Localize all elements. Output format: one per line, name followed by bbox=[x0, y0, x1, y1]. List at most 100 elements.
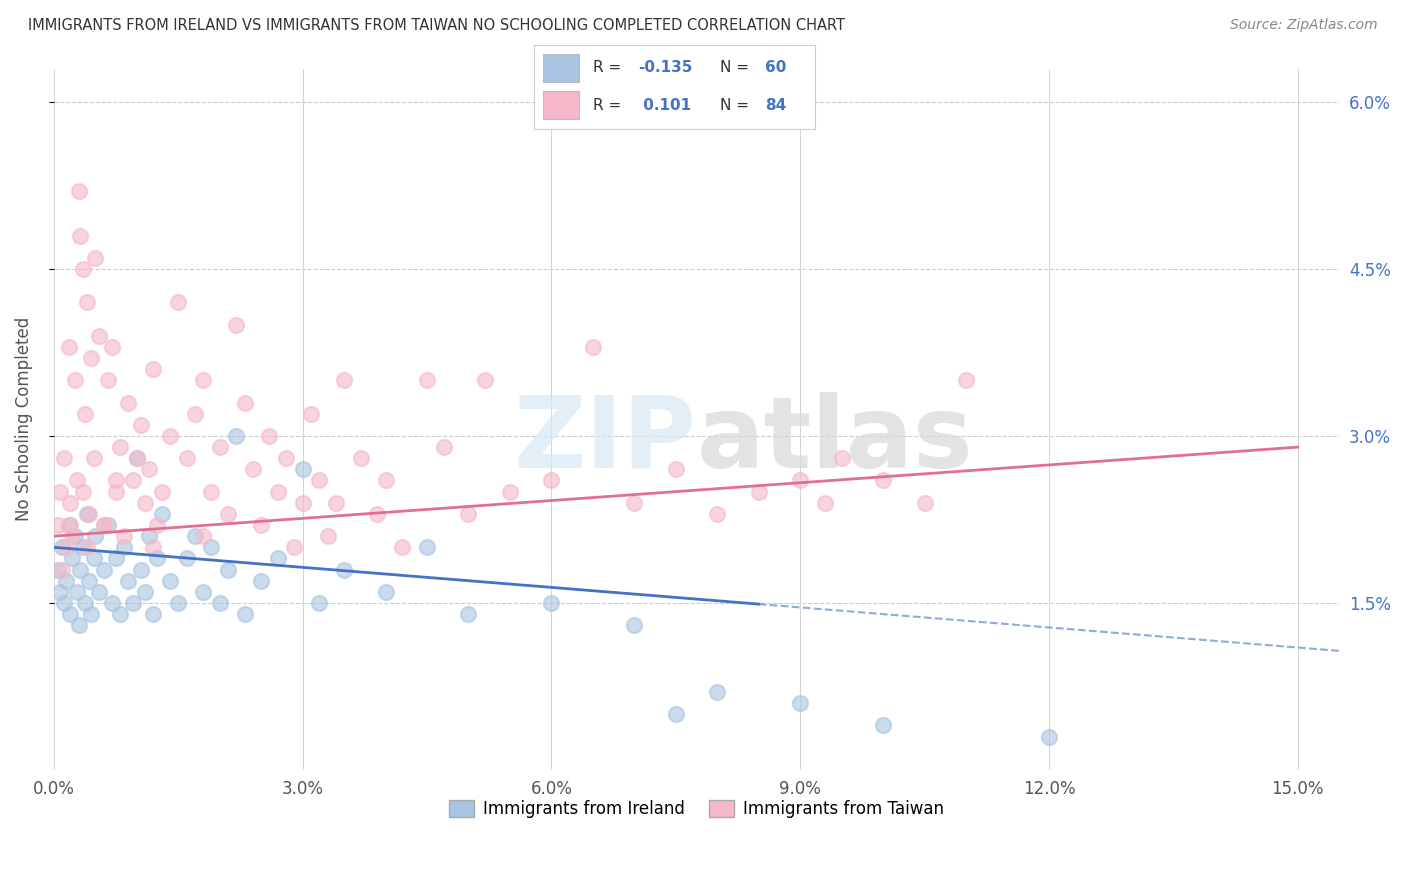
Text: ZIP: ZIP bbox=[513, 392, 696, 489]
Text: 60: 60 bbox=[765, 61, 786, 76]
Text: R =: R = bbox=[593, 61, 627, 76]
Point bbox=[101, 340, 124, 354]
Point bbox=[789, 696, 811, 710]
Point bbox=[665, 707, 688, 722]
Text: atlas: atlas bbox=[696, 392, 973, 489]
Point bbox=[75, 596, 97, 610]
Point bbox=[814, 496, 837, 510]
Point bbox=[250, 518, 273, 533]
Point bbox=[55, 574, 77, 588]
Point bbox=[89, 328, 111, 343]
Point bbox=[184, 529, 207, 543]
Point bbox=[142, 541, 165, 555]
Point bbox=[129, 417, 152, 432]
Point bbox=[59, 496, 82, 510]
Point bbox=[121, 474, 143, 488]
Point bbox=[184, 407, 207, 421]
Point bbox=[59, 607, 82, 621]
Point bbox=[391, 541, 413, 555]
Point bbox=[49, 484, 72, 499]
Point bbox=[350, 451, 373, 466]
Point bbox=[69, 228, 91, 243]
Point bbox=[150, 484, 173, 499]
Point bbox=[623, 496, 645, 510]
Point bbox=[58, 340, 80, 354]
Point bbox=[80, 607, 103, 621]
Point bbox=[259, 429, 281, 443]
Point bbox=[433, 440, 456, 454]
Point bbox=[233, 607, 256, 621]
Point bbox=[748, 484, 770, 499]
Point bbox=[125, 451, 148, 466]
Point bbox=[831, 451, 853, 466]
Point bbox=[872, 718, 894, 732]
Point bbox=[93, 563, 115, 577]
FancyBboxPatch shape bbox=[543, 91, 579, 120]
Point bbox=[200, 484, 222, 499]
Point bbox=[159, 429, 181, 443]
Point bbox=[146, 551, 169, 566]
Point bbox=[1038, 730, 1060, 744]
Point bbox=[159, 574, 181, 588]
Point bbox=[167, 295, 190, 310]
Point bbox=[134, 496, 156, 510]
Point bbox=[955, 373, 977, 387]
Point bbox=[146, 518, 169, 533]
Point bbox=[76, 295, 98, 310]
Point bbox=[134, 585, 156, 599]
Point bbox=[49, 585, 72, 599]
Point bbox=[108, 607, 131, 621]
Point bbox=[191, 373, 214, 387]
Point bbox=[72, 484, 94, 499]
Point bbox=[89, 585, 111, 599]
Point bbox=[374, 474, 396, 488]
Point bbox=[208, 440, 231, 454]
Point bbox=[52, 596, 75, 610]
Point bbox=[150, 507, 173, 521]
Point bbox=[66, 474, 89, 488]
Point bbox=[789, 474, 811, 488]
Point bbox=[58, 518, 80, 533]
Point bbox=[308, 596, 330, 610]
Point bbox=[75, 407, 97, 421]
Point bbox=[117, 574, 139, 588]
Point bbox=[308, 474, 330, 488]
Point bbox=[51, 541, 73, 555]
Text: 0.101: 0.101 bbox=[638, 98, 692, 112]
Point bbox=[46, 563, 69, 577]
Point bbox=[112, 541, 135, 555]
Point bbox=[499, 484, 522, 499]
Text: N =: N = bbox=[720, 61, 754, 76]
Point bbox=[225, 318, 247, 332]
Point bbox=[83, 551, 105, 566]
Point bbox=[706, 507, 728, 521]
Point bbox=[316, 529, 339, 543]
Point bbox=[84, 529, 107, 543]
Point bbox=[55, 541, 77, 555]
Y-axis label: No Schooling Completed: No Schooling Completed bbox=[15, 318, 32, 522]
Point bbox=[299, 407, 322, 421]
Point bbox=[77, 507, 100, 521]
Text: IMMIGRANTS FROM IRELAND VS IMMIGRANTS FROM TAIWAN NO SCHOOLING COMPLETED CORRELA: IMMIGRANTS FROM IRELAND VS IMMIGRANTS FR… bbox=[28, 18, 845, 33]
Point bbox=[217, 563, 239, 577]
Point bbox=[72, 262, 94, 277]
Text: N =: N = bbox=[720, 98, 754, 112]
Point bbox=[76, 541, 98, 555]
Text: R =: R = bbox=[593, 98, 627, 112]
Point bbox=[191, 585, 214, 599]
Point bbox=[84, 251, 107, 265]
FancyBboxPatch shape bbox=[543, 54, 579, 82]
Point bbox=[291, 496, 314, 510]
Point bbox=[97, 373, 120, 387]
Point bbox=[250, 574, 273, 588]
Point bbox=[225, 429, 247, 443]
Point bbox=[291, 462, 314, 476]
Point bbox=[191, 529, 214, 543]
Text: -0.135: -0.135 bbox=[638, 61, 693, 76]
Point bbox=[121, 596, 143, 610]
Point bbox=[46, 518, 69, 533]
Point bbox=[93, 518, 115, 533]
Point bbox=[80, 351, 103, 365]
Point bbox=[60, 529, 83, 543]
Point bbox=[77, 574, 100, 588]
